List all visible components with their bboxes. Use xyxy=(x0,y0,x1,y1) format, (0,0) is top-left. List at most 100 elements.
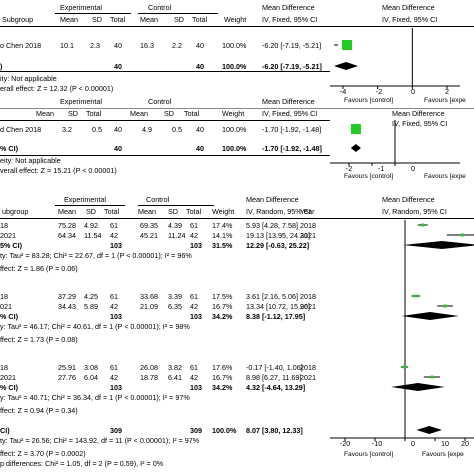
tick-label: -2 xyxy=(345,164,353,173)
study-name: ffect: Z = 1.86 (P = 0.06) xyxy=(0,264,78,273)
study-square xyxy=(350,124,361,134)
weight: 100.0% xyxy=(212,426,237,435)
total-label: % CI) xyxy=(0,144,18,153)
study-name: 5% CI) xyxy=(0,241,22,250)
tick-label: 2 xyxy=(445,87,449,96)
total-e: 61 xyxy=(110,292,118,301)
sd-c: 11.24 xyxy=(168,231,186,240)
sd-e: 4.92 xyxy=(84,221,98,230)
col-sd-c: SD xyxy=(164,109,174,118)
mean-e: 34.43 xyxy=(58,302,76,311)
study-name: ffect: Z = 0.94 (P = 0.34) xyxy=(0,406,78,415)
col-total-e: Total xyxy=(104,207,120,216)
col-md-plot: IV, Random, 95% CI xyxy=(382,207,447,216)
study-name: 2021 xyxy=(0,373,16,382)
weight: 17.6% xyxy=(212,363,233,372)
md-plot-header: Mean Difference xyxy=(382,3,435,12)
col-sd-e: SD xyxy=(92,15,102,24)
tick-label: -10 xyxy=(371,439,383,448)
ci: 8.38 [-1.12, 17.95] xyxy=(246,312,306,321)
total-label: ) xyxy=(0,62,3,71)
tick-label: -4 xyxy=(339,87,347,96)
ci: 12.29 [-0.63, 25.22] xyxy=(246,241,310,250)
weight: 16.7% xyxy=(212,302,233,311)
total-e: 40 xyxy=(114,41,122,50)
year: 2018 xyxy=(300,292,316,301)
study-name: % CI) xyxy=(0,312,18,321)
favours-left: Favours [control] xyxy=(344,97,394,104)
col-sd-c: SD xyxy=(168,207,178,216)
mean-c: 33.68 xyxy=(140,292,158,301)
mean-c: 16.3 xyxy=(140,41,154,50)
mean-e: 75.28 xyxy=(58,221,76,230)
mean-c: 26.08 xyxy=(140,363,158,372)
ci: 3.61 [2.16, 5.06] xyxy=(246,292,298,301)
col-weight: Weight xyxy=(224,15,247,24)
total-e: 61 xyxy=(110,221,118,230)
overall-effect: erall effect: Z = 12.32 (P < 0.00001) xyxy=(0,84,114,93)
col-year: Year xyxy=(300,207,315,216)
tick-label: 0 xyxy=(411,439,415,448)
study-name: ffect: Z = 1.73 (P = 0.08) xyxy=(0,335,78,344)
subtotal-diamond xyxy=(391,383,445,391)
md-plot-header: Mean Difference xyxy=(392,109,445,118)
study-name: ffect: Z = 3.70 (P = 0.0002) xyxy=(0,449,86,458)
weight: 31.5% xyxy=(212,241,233,250)
sd-e: 3.08 xyxy=(84,363,98,372)
weight: 17.4% xyxy=(212,221,233,230)
weight: 17.5% xyxy=(212,292,233,301)
mean-c: 4.9 xyxy=(142,125,152,134)
year: 2021 xyxy=(300,302,316,311)
total-c: 103 xyxy=(190,241,202,250)
group-experimental: Experimental xyxy=(64,195,106,204)
tick-label: 10 xyxy=(441,439,449,448)
mean-e: 10.1 xyxy=(60,41,74,50)
col-total-c: Total xyxy=(192,15,208,24)
pooled-diamond xyxy=(334,62,358,70)
col-mean-c: Mean xyxy=(130,109,148,118)
total-c: 309 xyxy=(190,426,202,435)
col-md-plot: IV, Fixed, 95% CI xyxy=(382,15,438,24)
total-c: 61 xyxy=(190,221,198,230)
group-experimental: Experimental xyxy=(60,3,102,12)
weight: 14.1% xyxy=(212,231,233,240)
study-name: o Chen 2018 xyxy=(0,41,42,50)
study-name: p differences: Chi² = 1.05, df = 2 (P = … xyxy=(0,459,164,468)
study-name: 18 xyxy=(0,221,8,230)
year: 2018 xyxy=(300,363,316,372)
col-sd-e: SD xyxy=(86,207,96,216)
group-control: Control xyxy=(148,3,172,12)
sd-c: 4.39 xyxy=(168,221,182,230)
col-sd-c: SD xyxy=(174,15,184,24)
tick-label: 20 xyxy=(461,439,469,448)
year: 2021 xyxy=(300,231,316,240)
ci: -6.20 [-7.19, -5.21] xyxy=(262,41,322,50)
study-name: y: Tau² = 40.71; Chi² = 36.34, df = 1 (P… xyxy=(0,393,190,402)
ci: 4.32 [-4.64, 13.29] xyxy=(246,383,306,392)
mean-e: 27.76 xyxy=(58,373,76,382)
total-e: 40 xyxy=(114,144,122,153)
study-square xyxy=(443,304,447,308)
col-md-plot: IV, Fixed, 95% CI xyxy=(392,119,448,128)
weight: 34.2% xyxy=(212,312,233,321)
mean-c: 18.78 xyxy=(140,373,158,382)
col-mean-c: Mean xyxy=(138,207,156,216)
favours-right: Favours [expe xyxy=(424,97,466,104)
md-header: Mean Difference xyxy=(262,97,315,106)
ci: -1.70 [-1.92, -1.48] xyxy=(262,144,322,153)
col-mean-e: Mean xyxy=(60,15,78,24)
tick-label: -2 xyxy=(375,87,383,96)
total-c: 40 xyxy=(196,144,204,153)
weight: 100.0% xyxy=(222,125,247,134)
col-md: IV, Random, 95% CI xyxy=(246,207,311,216)
col-mean-e: Mean xyxy=(58,207,76,216)
group-control: Control xyxy=(146,195,170,204)
weight: 34.2% xyxy=(212,383,233,392)
total-c: 103 xyxy=(190,312,202,321)
md-header: Mean Difference xyxy=(246,195,299,204)
pooled-diamond xyxy=(350,144,361,152)
total-c: 40 xyxy=(196,62,204,71)
heterogeneity: ity: Not applicable xyxy=(0,74,57,83)
total-e: 309 xyxy=(110,426,122,435)
favours-left: Favours [control] xyxy=(344,451,394,458)
